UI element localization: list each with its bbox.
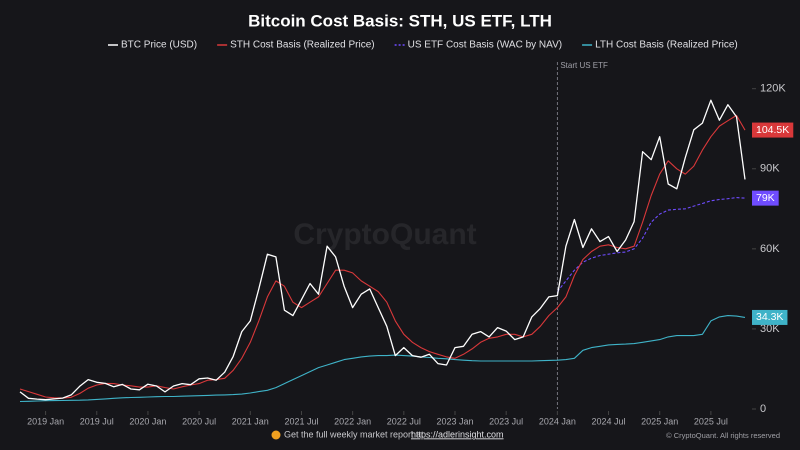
y-tick-label: 30K [760,323,780,335]
x-tick-label: 2025 Jul [694,416,728,426]
legend-label: US ETF Cost Basis (WAC by NAV) [408,40,562,51]
y-tick-label: 0 [760,403,766,415]
end-label-text: 34.3K [756,311,783,323]
series-line [19,114,746,399]
end-label-text: 104.5K [756,124,789,136]
end-label-box [752,309,788,325]
y-tick-label: 120K [760,83,786,95]
x-tick-label: 2019 Jul [80,416,114,426]
end-label: 104.5K [752,122,794,138]
end-label-text: 79K [756,192,775,204]
y-tick-label: 90K [760,163,780,175]
footer-link[interactable]: https://adlerinsight.com [411,429,504,439]
series-line [19,315,746,403]
x-tick-label: 2021 Jan [232,416,269,426]
x-tick-label: 2019 Jan [27,416,64,426]
legend: BTC Price (USD) STH Cost Basis (Realized … [108,40,738,51]
end-label-box [752,122,794,138]
watermark: CryptoQuant [293,218,476,251]
legend-label: LTH Cost Basis (Realized Price) [595,40,738,51]
series-line [556,197,746,292]
x-tick-label: 2020 Jul [182,416,216,426]
footer-icon [271,430,281,440]
legend-label: STH Cost Basis (Realized Price) [230,40,374,51]
x-tick-label: 2025 Jan [641,416,678,426]
end-label-box [752,190,779,206]
copyright: © CryptoQuant. All rights reserved [666,431,780,440]
chart-title: Bitcoin Cost Basis: STH, US ETF, LTH [248,11,552,30]
x-tick-label: 2024 Jul [592,416,626,426]
x-tick-label: 2023 Jul [489,416,523,426]
legend-label: BTC Price (USD) [121,40,197,51]
x-tick-label: 2022 Jul [387,416,421,426]
series-line [19,99,746,401]
end-label: 34.3K [752,309,788,325]
end-label: 79K [752,190,779,206]
y-tick-label: 60K [760,243,780,255]
x-tick-label: 2024 Jan [539,416,576,426]
annotation-text: Start US ETF [560,61,608,70]
x-tick-label: 2020 Jan [129,416,166,426]
x-tick-label: 2023 Jan [436,416,473,426]
x-tick-label: 2022 Jan [334,416,371,426]
x-tick-label: 2021 Jul [284,416,318,426]
footer-text: Get the full weekly market report at [284,429,424,439]
